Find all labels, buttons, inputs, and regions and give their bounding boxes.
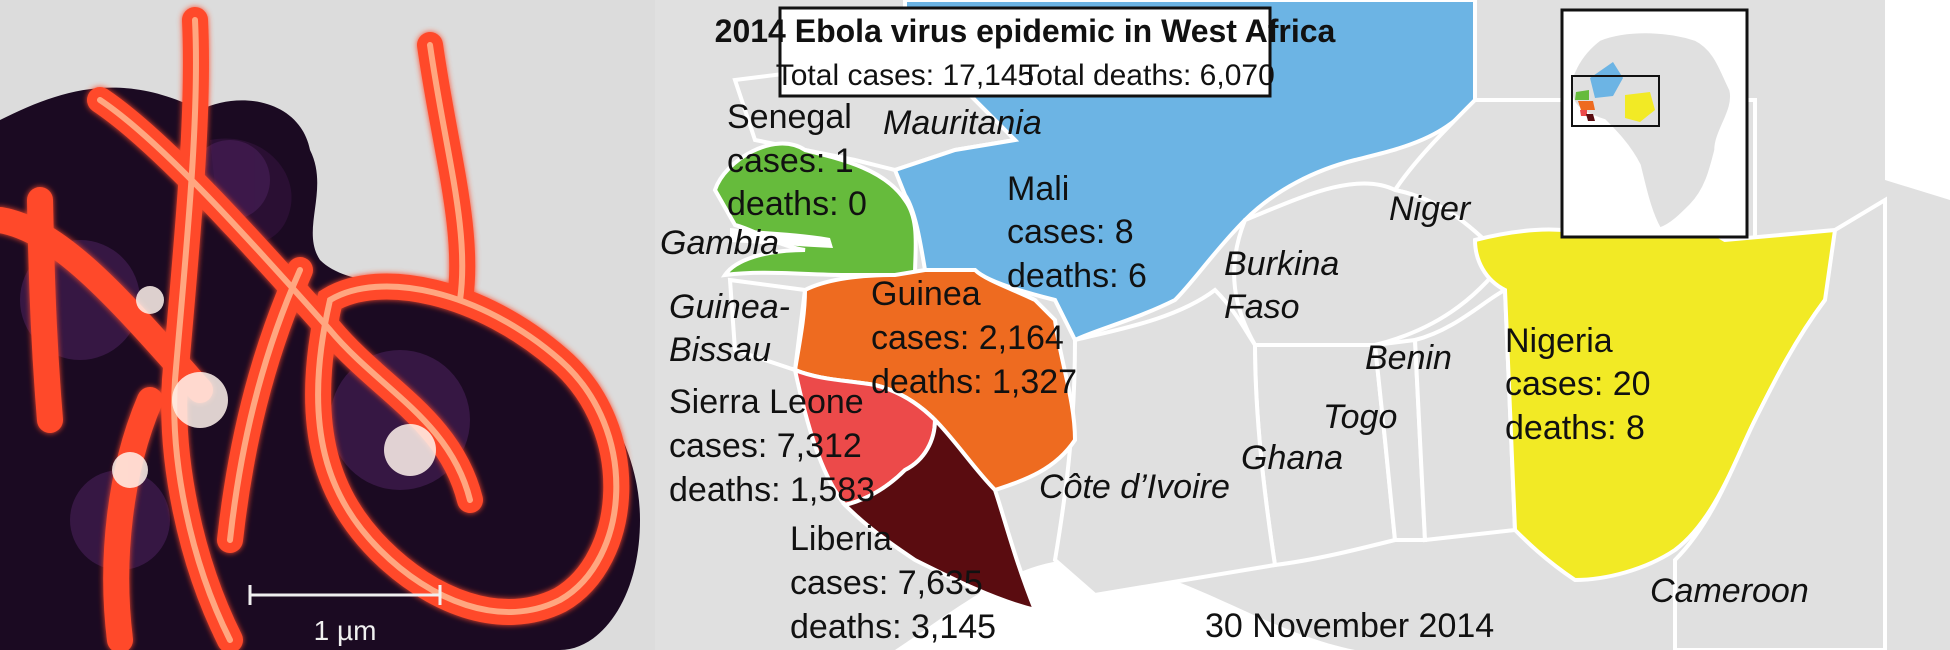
togo-label: Togo bbox=[1323, 398, 1397, 436]
guinea-deaths: deaths: 1,327 bbox=[871, 363, 1077, 401]
inset-guinea bbox=[1578, 101, 1595, 110]
label-sierra-leone: Sierra Leone cases: 7,312 deaths: 1,583 bbox=[669, 383, 875, 509]
total-deaths-label: Total deaths: 6,070 bbox=[1021, 59, 1275, 92]
senegal-name: Senegal bbox=[727, 98, 852, 136]
cameroon-label: Cameroon bbox=[1650, 572, 1809, 610]
ebola-micrograph: 1 µm bbox=[0, 0, 655, 650]
country-cote-divoire bbox=[1052, 287, 1278, 598]
guinea-bissau-label-1: Guinea- bbox=[669, 288, 790, 326]
ghana-label: Ghana bbox=[1241, 439, 1343, 477]
liberia-cases: cases: 7,635 bbox=[790, 564, 983, 602]
label-nigeria: Nigeria cases: 20 deaths: 8 bbox=[1505, 322, 1651, 447]
mali-cases: cases: 8 bbox=[1007, 213, 1134, 251]
inset-highlight-box bbox=[1571, 75, 1660, 127]
inset-sierra-leone bbox=[1580, 110, 1587, 116]
guinea-bissau-label-2: Bissau bbox=[669, 331, 771, 369]
inset-senegal bbox=[1575, 90, 1589, 100]
inset-mali bbox=[1590, 62, 1623, 98]
nigeria-name: Nigeria bbox=[1505, 322, 1613, 360]
cote-divoire-label: Côte d’Ivoire bbox=[1039, 468, 1230, 506]
total-cases-label: Total cases: 17,145 bbox=[776, 59, 1035, 92]
map-title: 2014 Ebola virus epidemic in West Africa bbox=[715, 13, 1336, 49]
senegal-cases: cases: 1 bbox=[727, 142, 854, 180]
senegal-deaths: deaths: 0 bbox=[727, 185, 867, 223]
guinea-name: Guinea bbox=[871, 275, 981, 313]
niger-label: Niger bbox=[1389, 190, 1472, 228]
sierra-leone-name: Sierra Leone bbox=[669, 383, 864, 421]
mauritania-label: Mauritania bbox=[883, 104, 1042, 142]
country-cameroon bbox=[1673, 196, 1887, 650]
nigeria-deaths: deaths: 8 bbox=[1505, 409, 1645, 447]
liberia-name: Liberia bbox=[790, 520, 892, 558]
benin-label: Benin bbox=[1365, 339, 1452, 377]
label-mali: Mali cases: 8 deaths: 6 bbox=[1007, 170, 1147, 295]
mali-deaths: deaths: 6 bbox=[1007, 257, 1147, 295]
scale-bar-label: 1 µm bbox=[314, 615, 377, 646]
nigeria-cases: cases: 20 bbox=[1505, 365, 1651, 403]
country-togo bbox=[1372, 337, 1428, 542]
title-box: 2014 Ebola virus epidemic in West Africa… bbox=[715, 6, 1336, 98]
virus-filaments bbox=[0, 7, 630, 650]
label-liberia: Liberia cases: 7,635 deaths: 3,145 bbox=[790, 520, 996, 646]
map-date: 30 November 2014 bbox=[1205, 607, 1494, 645]
label-senegal: Senegal cases: 1 deaths: 0 bbox=[727, 98, 867, 223]
gambia-label: Gambia bbox=[660, 224, 779, 262]
inset-liberia bbox=[1586, 114, 1595, 121]
west-africa-map: 2014 Ebola virus epidemic in West Africa… bbox=[655, 0, 1950, 650]
sierra-leone-deaths: deaths: 1,583 bbox=[669, 471, 875, 509]
label-guinea: Guinea cases: 2,164 deaths: 1,327 bbox=[871, 275, 1077, 401]
sierra-leone-cases: cases: 7,312 bbox=[669, 427, 862, 465]
burkina-faso-label-2: Faso bbox=[1224, 288, 1300, 326]
burkina-faso-label-1: Burkina bbox=[1224, 245, 1339, 283]
country-liberia bbox=[841, 415, 1039, 613]
liberia-deaths: deaths: 3,145 bbox=[790, 608, 996, 646]
bright-clusters bbox=[112, 286, 436, 488]
guinea-cases: cases: 2,164 bbox=[871, 319, 1064, 357]
mali-name: Mali bbox=[1007, 170, 1069, 208]
country-gambia bbox=[730, 228, 833, 248]
scale-bar: 1 µm bbox=[248, 585, 442, 646]
africa-inset-map bbox=[1560, 8, 1749, 239]
inset-nigeria bbox=[1625, 92, 1655, 122]
